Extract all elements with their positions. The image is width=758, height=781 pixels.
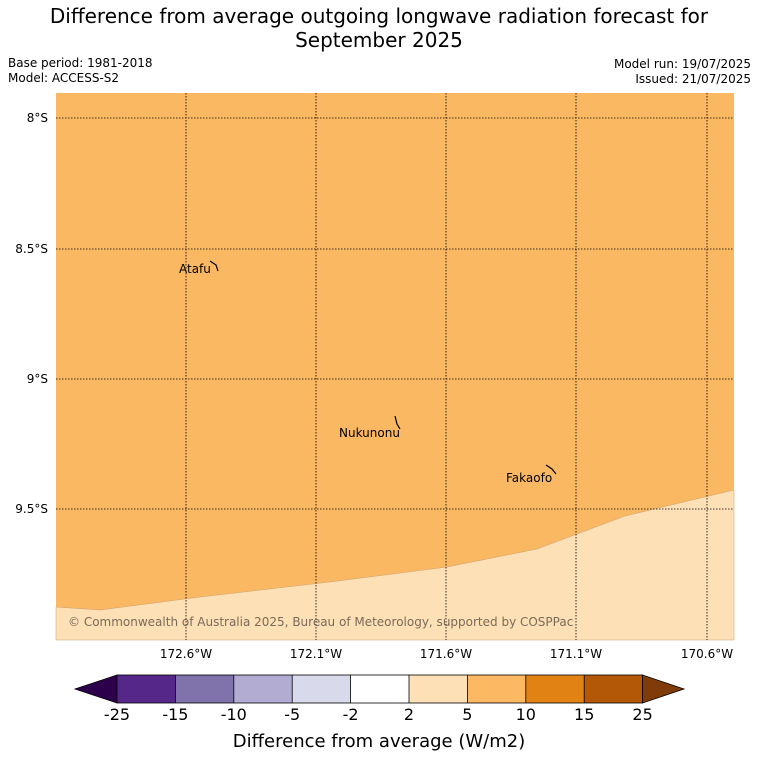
title-line-1: Difference from average outgoing longwav… — [49, 4, 709, 28]
issued-date: Issued: 21/07/2025 — [635, 72, 751, 86]
colorbar-bin-1 — [117, 675, 176, 703]
colorbar-tick-5: -2 — [343, 705, 359, 724]
fakaofo-label: Fakaofo — [506, 471, 552, 485]
colorbar-bin-8 — [525, 675, 585, 703]
colorbar-bin-7 — [467, 675, 526, 703]
colorbar-tick-2: -15 — [162, 705, 188, 724]
colorbar-tick-6: 2 — [404, 705, 414, 724]
chart-title: Difference from average outgoing longwav… — [0, 4, 758, 52]
nukunonu-outline — [394, 415, 401, 430]
lon-label-172-1w: 172.1°W — [290, 647, 342, 661]
lon-label-172-6w: 172.6°W — [160, 647, 212, 661]
lon-label-171-1w: 171.1°W — [550, 647, 602, 661]
colorbar-bin-3 — [233, 675, 293, 703]
meta-right: Model run: 19/07/2025 Issued: 21/07/2025 — [614, 57, 751, 87]
colorbar-dividers — [174, 675, 585, 703]
model-run: Model run: 19/07/2025 — [613, 57, 751, 71]
gridlines — [56, 93, 734, 640]
colorbar: -25 -15 -10 -5 -2 2 5 10 15 25 Differenc… — [73, 674, 686, 752]
colorbar-title: Difference from average (W/m2) — [233, 731, 525, 752]
colorbar-bin-5 — [350, 675, 409, 703]
colorbar-extend-high — [642, 674, 686, 704]
meta-left: Base period: 1981-2018 Model: ACCESS-S2 — [8, 56, 153, 86]
lat-label-8s: 8°S — [27, 111, 48, 125]
copyright-notice: © Commonwealth of Australia 2025, Bureau… — [68, 615, 573, 629]
lat-label-9-5s: 9.5°S — [15, 502, 48, 516]
model-name: Model: ACCESS-S2 — [8, 71, 120, 85]
colorbar-tick-9: 15 — [574, 705, 594, 724]
colorbar-extend-low — [73, 674, 118, 704]
colorbar-bin-2 — [175, 675, 234, 703]
lat-label-8-5s: 8.5°S — [15, 242, 48, 256]
colorbar-tick-3: -10 — [221, 705, 247, 724]
atafu-label: Atafu — [179, 262, 211, 276]
colorbar-tick-10: 25 — [632, 705, 652, 724]
fakaofo-outline — [545, 464, 557, 475]
base-period: Base period: 1981-2018 — [8, 56, 153, 70]
atoll-atafu: Atafu — [179, 260, 219, 276]
colorbar-tick-1: -25 — [104, 705, 130, 724]
atoll-fakaofo: Fakaofo — [506, 464, 557, 485]
anomaly-band-2-5 — [55, 489, 735, 641]
title-line-2: September 2025 — [295, 28, 463, 52]
colorbar-frame — [116, 674, 643, 704]
lon-label-170-6w: 170.6°W — [681, 647, 733, 661]
colorbar-tick-4: -5 — [284, 705, 300, 724]
colorbar-bin-4 — [292, 675, 351, 703]
nukunonu-label: Nukunonu — [339, 426, 400, 440]
atafu-outline — [209, 260, 219, 272]
colorbar-bin-6 — [409, 675, 468, 703]
lat-label-9s: 9°S — [27, 372, 48, 386]
atoll-nukunonu: Nukunonu — [339, 415, 401, 440]
lon-label-171-6w: 171.6°W — [420, 647, 472, 661]
colorbar-bin-9 — [584, 675, 643, 703]
map-panel: 8°S 8.5°S 9°S 9.5°S 172.6°W 172.1°W 171.… — [15, 93, 735, 661]
colorbar-tick-8: 10 — [516, 705, 536, 724]
colorbar-tick-7: 5 — [462, 705, 472, 724]
